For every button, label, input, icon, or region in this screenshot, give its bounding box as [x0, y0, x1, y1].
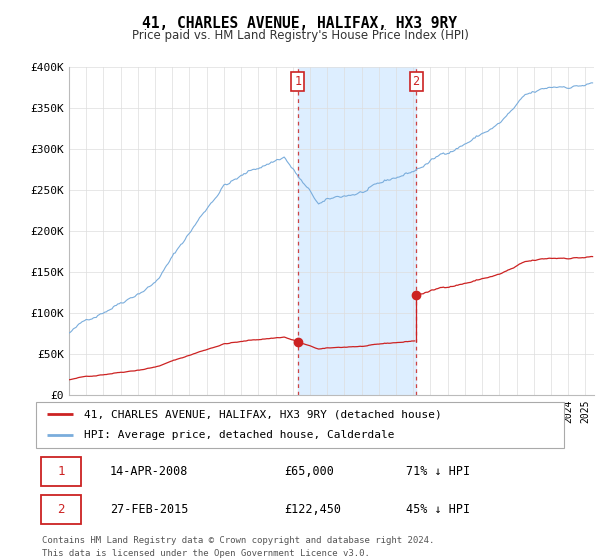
- Text: 14-APR-2008: 14-APR-2008: [110, 465, 188, 478]
- FancyBboxPatch shape: [36, 402, 564, 448]
- Text: 2: 2: [58, 503, 65, 516]
- Text: 41, CHARLES AVENUE, HALIFAX, HX3 9RY (detached house): 41, CHARLES AVENUE, HALIFAX, HX3 9RY (de…: [83, 409, 441, 419]
- Text: This data is licensed under the Open Government Licence v3.0.: This data is licensed under the Open Gov…: [42, 549, 370, 558]
- Bar: [298, 67, 416, 395]
- Text: HPI: Average price, detached house, Calderdale: HPI: Average price, detached house, Cald…: [83, 431, 394, 441]
- Text: Price paid vs. HM Land Registry's House Price Index (HPI): Price paid vs. HM Land Registry's House …: [131, 29, 469, 42]
- FancyBboxPatch shape: [41, 495, 81, 524]
- Text: £122,450: £122,450: [284, 503, 341, 516]
- Text: 45% ↓ HPI: 45% ↓ HPI: [406, 503, 470, 516]
- FancyBboxPatch shape: [41, 458, 81, 486]
- Text: Contains HM Land Registry data © Crown copyright and database right 2024.: Contains HM Land Registry data © Crown c…: [42, 536, 434, 545]
- Text: 1: 1: [294, 76, 301, 88]
- Text: 71% ↓ HPI: 71% ↓ HPI: [406, 465, 470, 478]
- Text: 41, CHARLES AVENUE, HALIFAX, HX3 9RY: 41, CHARLES AVENUE, HALIFAX, HX3 9RY: [143, 16, 458, 31]
- Text: 2: 2: [412, 76, 419, 88]
- Text: 1: 1: [58, 465, 65, 478]
- Text: 27-FEB-2015: 27-FEB-2015: [110, 503, 188, 516]
- Text: £65,000: £65,000: [284, 465, 334, 478]
